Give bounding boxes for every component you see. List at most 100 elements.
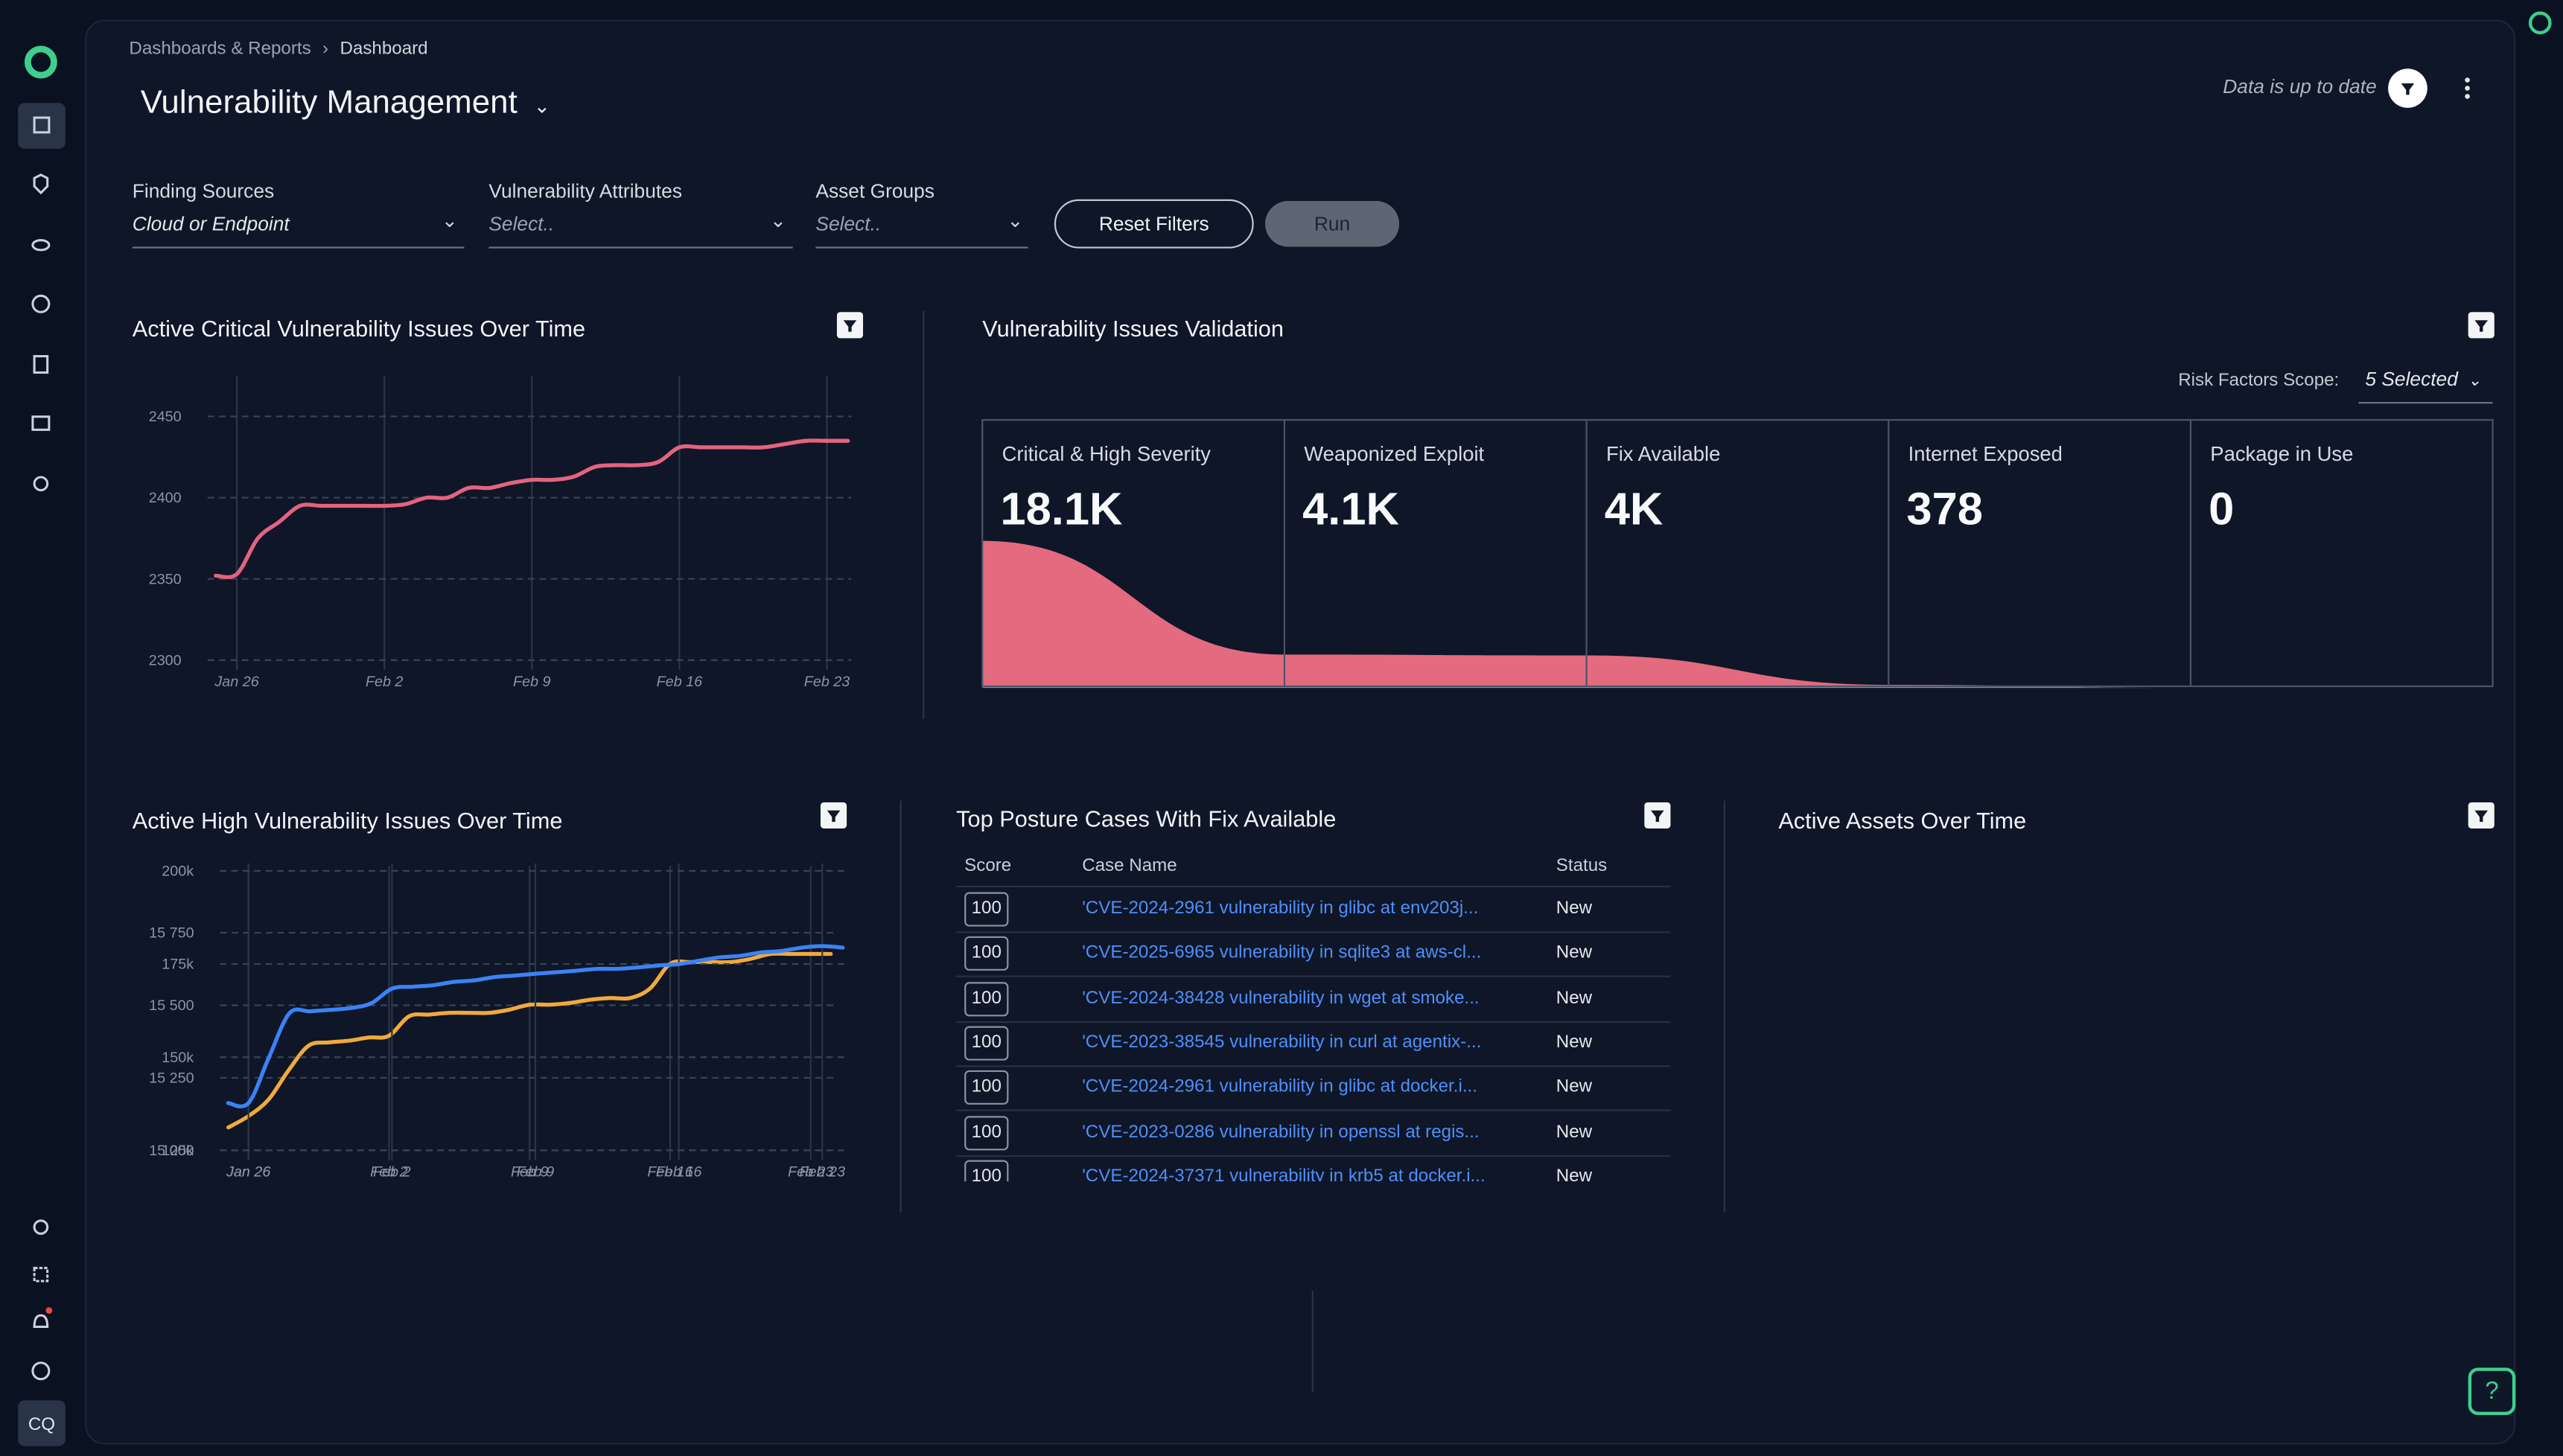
status: New (1556, 1121, 1593, 1142)
y-tick-label: 150k (162, 1050, 194, 1066)
nav-icon[interactable] (31, 415, 51, 431)
table-row[interactable]: 100 'CVE-2024-2961 vulnerability in glibc… (956, 1066, 1671, 1112)
nav-icon[interactable] (33, 476, 49, 492)
nav-icon[interactable] (33, 355, 49, 374)
dropdown-chevron[interactable]: ⌄ (441, 208, 458, 232)
breadcrumb: Dashboards & Reports › Dashboard (129, 39, 427, 59)
status: New (1556, 988, 1593, 1008)
help-icon[interactable] (31, 1361, 51, 1381)
score: 100 (964, 981, 1009, 1016)
case-name-link[interactable]: 'CVE-2023-38545 vulnerability in curl at… (1082, 1032, 1482, 1053)
header-actions (2388, 68, 2470, 108)
table-header: Status (1556, 856, 1608, 876)
card-label: Fix Available (1606, 442, 1720, 465)
risk-scope-select[interactable]: 5 Selected ⌄ (2365, 368, 2481, 391)
nav-icon[interactable] (33, 116, 51, 134)
filter-label: Finding Sources (132, 179, 275, 203)
x-tick-label: Feb 9 (513, 674, 551, 690)
case-name-link[interactable]: 'CVE-2025-6965 vulnerability in sqlite3 … (1082, 943, 1482, 963)
case-name-link[interactable]: 'CVE-2024-38428 vulnerability in wget at… (1082, 988, 1480, 1008)
filter-value[interactable]: Cloud or Endpoint (132, 212, 290, 236)
status: New (1556, 1077, 1593, 1097)
corner-icon[interactable] (2524, 8, 2556, 41)
x-tick-label: Feb 9 (511, 1164, 549, 1181)
risk-scope-value: 5 Selected (2365, 367, 2458, 391)
filter-label: Vulnerability Attributes (488, 179, 683, 203)
x-tick-label: Jan 26 (214, 674, 258, 690)
y-tick-label: 2450 (149, 409, 182, 425)
chart-title: Active Critical Vulnerability Issues Ove… (133, 316, 585, 342)
dropdown-chevron[interactable]: ⌄ (1007, 208, 1024, 232)
chart-title: Active Assets Over Time (1778, 808, 2026, 834)
x-tick-label: Feb 16 (656, 1164, 702, 1181)
help-button[interactable]: ? (2468, 1367, 2516, 1415)
title-chevron: ⌄ (533, 95, 550, 118)
x-tick-label: Feb 23 (804, 674, 850, 690)
score: 100 (964, 1070, 1009, 1105)
score: 100 (964, 1115, 1009, 1150)
settings-icon[interactable] (33, 1219, 49, 1235)
card-value: 18.1K (1000, 484, 1122, 535)
case-name-link[interactable]: 'CVE-2024-2961 vulnerability in glibc at… (1082, 1077, 1477, 1097)
filter-glyph (827, 810, 841, 823)
filter-glyph (843, 320, 857, 332)
table-row[interactable]: 100 'CVE-2024-37371 vulnerability in krb5… (956, 1155, 1670, 1182)
y-tick-label: 15 000 (149, 1143, 194, 1159)
status: New (1556, 1032, 1593, 1053)
data-line (226, 951, 833, 1130)
user-avatar[interactable] (18, 1400, 66, 1446)
notifications-icon[interactable] (33, 1314, 49, 1328)
table-header: Case Name (1082, 856, 1177, 876)
filter-underline (488, 246, 793, 249)
table-row[interactable]: 100 'CVE-2023-0286 vulnerability in opens… (956, 1111, 1671, 1157)
case-name-link[interactable]: 'CVE-2023-0286 vulnerability in openssl … (1082, 1121, 1480, 1142)
score: 100 (964, 1026, 1009, 1061)
y-tick-label: 15 750 (149, 925, 194, 942)
status-text: Data is up to date (2223, 74, 2377, 98)
x-tick-label: Feb 23 (800, 1164, 846, 1181)
nav-active[interactable] (18, 103, 66, 149)
x-tick-label: Feb 16 (657, 674, 703, 690)
score: 100 (964, 892, 1009, 927)
filter-glyph (1651, 810, 1664, 823)
score: 100 (964, 936, 1009, 971)
dropdown-chevron[interactable]: ⌄ (769, 208, 787, 232)
card-label: Critical & High Severity (1002, 442, 1212, 465)
filter-glyph (2401, 83, 2415, 95)
y-tick-label: 15 250 (149, 1070, 194, 1087)
x-tick-label: Feb 2 (370, 1164, 408, 1181)
breadcrumb-link[interactable]: Dashboards & Reports (129, 39, 311, 60)
x-tick-label: Feb 2 (366, 674, 404, 690)
table-row[interactable]: 100 'CVE-2025-6965 vulnerability in sqlit… (956, 932, 1671, 978)
table-row[interactable]: 100 'CVE-2023-38545 vulnerability in curl… (956, 1021, 1671, 1067)
table-row[interactable]: 100 'CVE-2024-38428 vulnerability in wget… (956, 977, 1671, 1023)
page-title-text: Vulnerability Management (140, 85, 518, 121)
x-tick-label: Jan 26 (226, 1164, 270, 1181)
card-value: 4.1K (1302, 484, 1399, 535)
status: New (1556, 1166, 1593, 1182)
card-label: Weaponized Exploit (1304, 442, 1484, 465)
x-tick-label: Feb 9 (517, 1164, 555, 1181)
case-name-link[interactable]: 'CVE-2024-2961 vulnerability in glibc at… (1082, 898, 1479, 919)
funnel-area (982, 540, 2493, 689)
risk-scope-underline (2358, 402, 2493, 404)
nav-icon[interactable] (31, 294, 51, 313)
reset-filters-button[interactable]: Reset Filters (1054, 199, 1254, 249)
more-menu[interactable] (2465, 77, 2470, 99)
filter-value[interactable]: Select.. (488, 212, 555, 236)
x-tick-label: Jan 26 (226, 1164, 270, 1181)
nav-icon[interactable] (33, 173, 49, 195)
nav-icon[interactable] (31, 239, 51, 252)
filter-value[interactable]: Select.. (815, 212, 882, 236)
status: New (1556, 898, 1593, 919)
page-title[interactable]: Vulnerability Management ⌄ (141, 85, 550, 122)
table-body: 100 'CVE-2024-2961 vulnerability in glibc… (956, 885, 1671, 1182)
table-row[interactable]: 100 'CVE-2024-2961 vulnerability in glibc… (956, 887, 1671, 933)
run-button[interactable]: Run (1265, 201, 1400, 247)
table-title: Top Posture Cases With Fix Available (956, 805, 1337, 832)
logo (24, 45, 57, 79)
case-name-link[interactable]: 'CVE-2024-37371 vulnerability in krb5 at… (1082, 1166, 1486, 1182)
x-tick-label: Feb 23 (788, 1164, 834, 1181)
data-line (226, 944, 845, 1108)
